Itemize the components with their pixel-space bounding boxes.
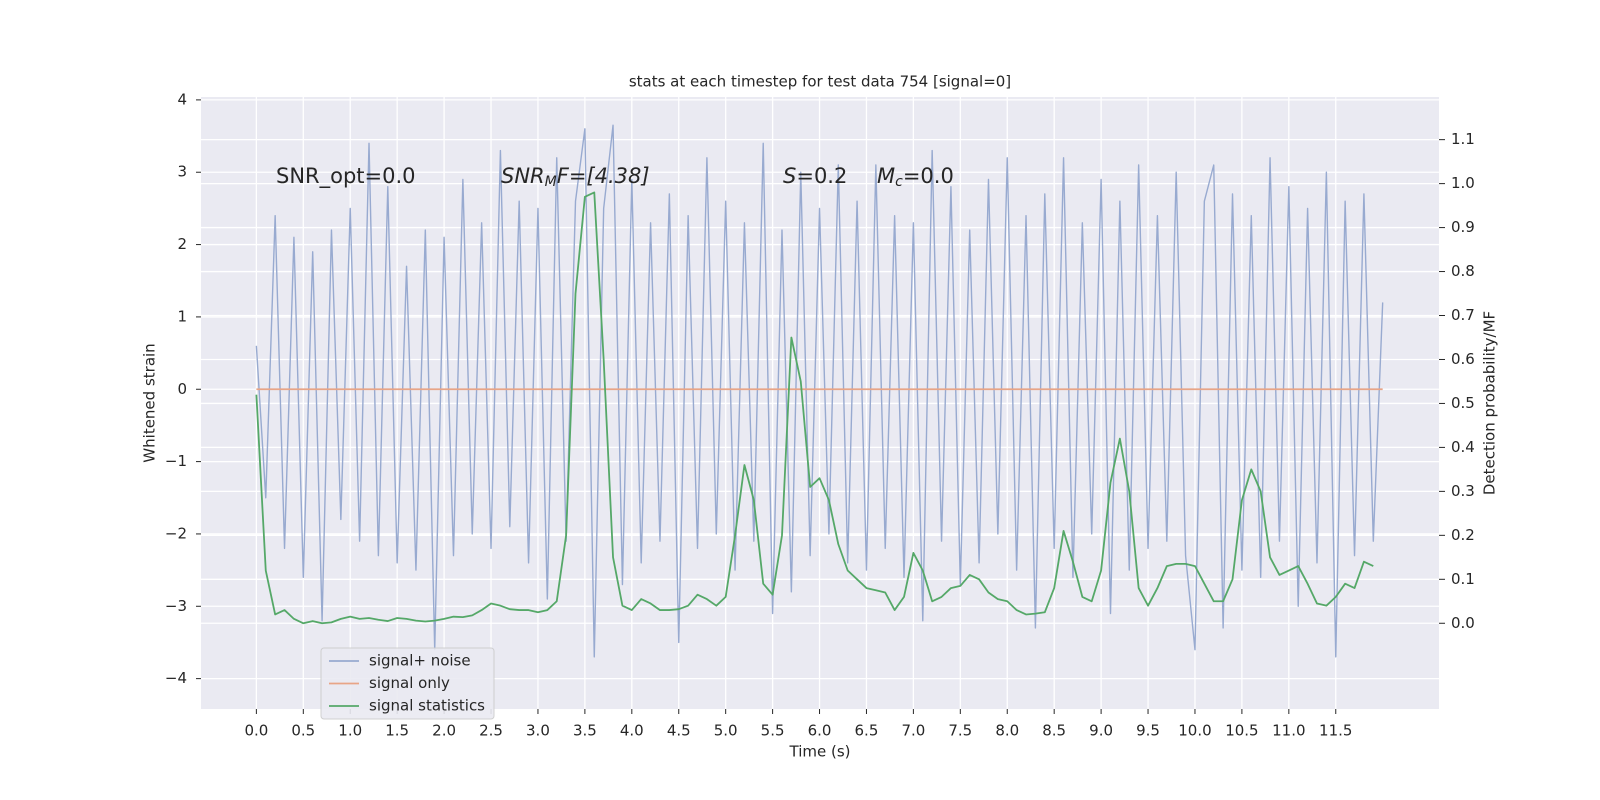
x-tick-label: 5.5	[761, 722, 785, 740]
legend-label: signal statistics	[369, 697, 485, 715]
x-tick-label: 9.0	[1089, 722, 1113, 740]
annotation-part: S	[783, 164, 796, 188]
y2-tick-label: 0.8	[1451, 262, 1475, 280]
x-tick-label: 2.0	[432, 722, 456, 740]
x-tick-label: 3.0	[526, 722, 550, 740]
y2-tick-label: 0.0	[1451, 614, 1475, 632]
y2-tick-label: 1.1	[1451, 130, 1475, 148]
annotation: S=0.2	[783, 164, 847, 188]
x-tick-label: 2.5	[479, 722, 503, 740]
annotation-part: c	[895, 174, 903, 190]
x-tick-label: 1.0	[338, 722, 362, 740]
annotation-part: SNR	[501, 164, 545, 188]
y2-axis-label: Detection probability/MF	[1481, 311, 1499, 495]
annotation-part: M	[877, 164, 895, 188]
y-tick-label: −4	[165, 669, 187, 687]
annotation-part: =0.2	[796, 164, 847, 188]
legend-label: signal only	[369, 674, 450, 692]
x-tick-label: 3.5	[573, 722, 597, 740]
marks	[255, 124, 1384, 658]
y2-tick-label: 0.5	[1451, 394, 1475, 412]
y-axis-label: Whitened strain	[141, 343, 159, 462]
x-tick-label: 10.0	[1178, 722, 1211, 740]
x-tick-label: 0.0	[244, 722, 268, 740]
x-tick-label: 6.0	[808, 722, 832, 740]
legend: signal+ noise signal only signal statistic…	[320, 647, 495, 720]
x-tick-label: 4.5	[667, 722, 691, 740]
x-tick-label: 0.5	[291, 722, 315, 740]
y2-tick-label: 0.2	[1451, 526, 1475, 544]
y-tick-label: 4	[177, 90, 187, 108]
y2-tick-label: 0.4	[1451, 438, 1475, 456]
x-tick-label: 8.5	[1042, 722, 1066, 740]
y-tick-label: −1	[165, 452, 187, 470]
annotation-part: =0.0	[903, 164, 954, 188]
x-tick-label: 9.5	[1136, 722, 1160, 740]
y-tick-label: 3	[177, 163, 187, 181]
annotation: SNRMF=[4.38]	[501, 164, 650, 190]
x-tick-label: 1.5	[385, 722, 409, 740]
y-tick-label: 2	[177, 235, 187, 253]
x-tick-label: 7.5	[948, 722, 972, 740]
y-tick-label: −3	[165, 597, 187, 615]
x-tick-label: 11.5	[1319, 722, 1352, 740]
legend-label: signal+ noise	[369, 652, 471, 670]
x-tick-label: 6.5	[855, 722, 879, 740]
y2-tick-label: 0.1	[1451, 570, 1475, 588]
y2-tick-label: 1.0	[1451, 174, 1475, 192]
y-tick-label: −2	[165, 524, 187, 542]
x-tick-label: 4.0	[620, 722, 644, 740]
y2-tick-label: 0.6	[1451, 350, 1475, 368]
x-tick-label: 7.0	[901, 722, 925, 740]
y-tick-label: 0	[177, 380, 187, 398]
legend-box	[320, 647, 495, 720]
series-line	[255, 124, 1384, 658]
annotation-part: M	[545, 174, 557, 190]
annotation: Mc=0.0	[877, 164, 954, 190]
annotation-part: F=[4.38]	[557, 164, 650, 188]
x-tick-label: 8.0	[995, 722, 1019, 740]
y2-tick-label: 0.3	[1451, 482, 1475, 500]
x-tick-label: 11.0	[1272, 722, 1305, 740]
chart-title: stats at each timestep for test data 754…	[629, 73, 1011, 91]
x-axis-label: Time (s)	[789, 743, 851, 761]
y-tick-label: 1	[177, 307, 187, 325]
y2-tick-label: 0.7	[1451, 306, 1475, 324]
series-line	[255, 191, 1374, 625]
x-tick-label: 5.0	[714, 722, 738, 740]
annotation: SNR_opt=0.0	[276, 164, 416, 189]
y2-tick-label: 0.9	[1451, 218, 1475, 236]
x-tick-label: 10.5	[1225, 722, 1258, 740]
